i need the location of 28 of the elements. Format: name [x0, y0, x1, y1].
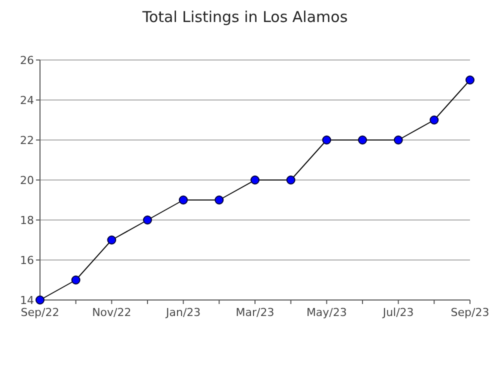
point	[107, 236, 116, 244]
point	[322, 136, 332, 144]
point	[430, 116, 439, 124]
y-tick-label: 14	[20, 294, 34, 307]
y-tick-label: 26	[20, 54, 34, 67]
point	[143, 216, 152, 224]
point	[250, 176, 260, 184]
y-tick-label: 18	[20, 214, 34, 227]
x-tick-label: Sep/23	[450, 306, 490, 319]
point	[178, 196, 188, 204]
point	[394, 136, 403, 144]
x-tick-label: Mar/23	[236, 306, 274, 319]
chart-title: Total Listings in Los Alamos	[141, 8, 348, 26]
x-tick-label: Sep/22	[20, 306, 60, 319]
point	[36, 296, 44, 304]
point	[71, 276, 80, 284]
point	[214, 196, 224, 204]
y-tick-label: 22	[20, 134, 34, 147]
y-tick-label: 16	[20, 254, 34, 267]
x-tick-label: Nov/22	[92, 306, 132, 319]
point	[286, 176, 296, 184]
point	[466, 76, 474, 84]
y-tick-label: 24	[20, 94, 34, 107]
x-tick-label: Jul/23	[382, 306, 414, 319]
point	[358, 136, 367, 144]
x-tick-label: May/23	[306, 306, 347, 319]
x-tick-label: Jan/23	[164, 306, 201, 319]
y-tick-label: 20	[20, 174, 34, 187]
